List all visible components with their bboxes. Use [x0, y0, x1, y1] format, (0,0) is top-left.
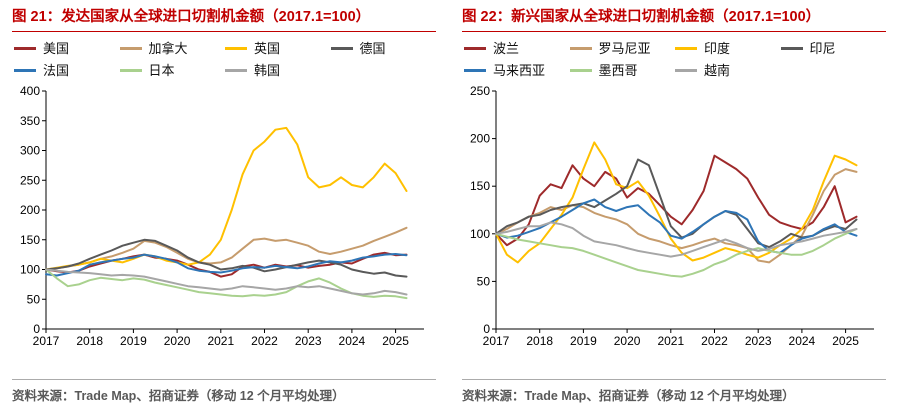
legend-label: 美国 — [43, 41, 70, 56]
legend-swatch — [675, 69, 697, 72]
svg-text:2025: 2025 — [382, 334, 409, 348]
svg-text:2025: 2025 — [832, 334, 859, 348]
legend-item: 日本 — [119, 63, 224, 78]
legend-item: 韩国 — [225, 63, 329, 78]
svg-text:200: 200 — [20, 203, 40, 217]
svg-text:2024: 2024 — [339, 334, 366, 348]
legend-label: 德国 — [359, 41, 386, 56]
legend-label: 马来西亚 — [493, 63, 546, 78]
svg-text:2021: 2021 — [657, 334, 684, 348]
legend-label: 韩国 — [254, 63, 281, 78]
legend-item: 法国 — [14, 63, 118, 78]
svg-text:150: 150 — [20, 233, 40, 247]
legend-swatch — [464, 47, 486, 50]
legend-item: 罗马尼亚 — [569, 41, 674, 56]
chart-21-panel: 图 21：发达国家从全球进口切割机金额（2017.1=100） 美国 加拿大 英国 德… — [12, 8, 436, 404]
legend-item: 越南 — [675, 63, 779, 78]
legend-label: 印度 — [704, 41, 731, 56]
legend-label: 罗马尼亚 — [598, 41, 651, 56]
legend-label: 英国 — [254, 41, 281, 56]
svg-text:400: 400 — [20, 84, 40, 98]
svg-text:2017: 2017 — [483, 334, 510, 348]
legend-swatch — [119, 47, 142, 50]
svg-text:150: 150 — [470, 179, 490, 193]
svg-text:2018: 2018 — [526, 334, 553, 348]
svg-text:200: 200 — [470, 132, 490, 146]
svg-text:2019: 2019 — [120, 334, 147, 348]
legend-label: 日本 — [148, 63, 175, 78]
svg-text:2021: 2021 — [207, 334, 234, 348]
svg-text:2019: 2019 — [570, 334, 597, 348]
legend-item: 印尼 — [780, 41, 885, 56]
chart-22-panel: 图 22：新兴国家从全球进口切割机金额（2017.1=100） 波兰 罗马尼亚 印度… — [450, 0, 900, 410]
chart-22-canvas: 0 50 100 150 200 250 2017 2018 2019 2020 2021 2022 2… — [470, 84, 874, 348]
legend-item: 马来西亚 — [464, 63, 568, 78]
svg-text:0: 0 — [483, 322, 490, 336]
legend-label: 法国 — [43, 63, 70, 78]
svg-text:350: 350 — [20, 114, 40, 128]
legend-item: 波兰 — [464, 41, 568, 56]
legend-swatch — [675, 47, 697, 50]
legend-label: 越南 — [704, 63, 731, 78]
legend-swatch — [569, 47, 592, 50]
legend-item: 美国 — [14, 41, 118, 56]
chart-21-title: 图 21：发达国家从全球进口切割机金额（2017.1=100） — [12, 8, 436, 32]
chart-22-legend: 波兰 罗马尼亚 印度 印尼马来西亚 墨西哥 越南 — [462, 32, 886, 83]
legend-label: 加拿大 — [148, 41, 188, 56]
svg-text:2022: 2022 — [701, 334, 728, 348]
chart-22-source-note: 资料来源：Trade Map、招商证券（移动 12 个月平均处理） — [462, 379, 886, 404]
legend-label: 波兰 — [493, 41, 520, 56]
legend-label: 印尼 — [809, 41, 836, 56]
svg-text:50: 50 — [477, 274, 491, 288]
legend-swatch — [330, 47, 353, 50]
svg-text:300: 300 — [20, 144, 40, 158]
legend-swatch — [225, 47, 247, 50]
chart-21-source-note: 资料来源：Trade Map、招商证券（移动 12 个月平均处理） — [12, 379, 436, 404]
legend-swatch — [464, 69, 486, 72]
svg-text:2023: 2023 — [745, 334, 772, 348]
legend-item: 墨西哥 — [569, 63, 674, 78]
svg-text:0: 0 — [33, 322, 40, 336]
legend-swatch — [780, 47, 803, 50]
chart-21-canvas: 0 50 100 150 200 250 300 350 400 2017 2018 2019 2020… — [20, 84, 424, 348]
svg-text:100: 100 — [470, 227, 490, 241]
legend-swatch — [14, 47, 36, 50]
svg-text:2024: 2024 — [789, 334, 816, 348]
chart-21-legend: 美国 加拿大 英国 德国法国 日本 韩国 — [12, 32, 436, 83]
legend-item: 加拿大 — [119, 41, 224, 56]
svg-text:2022: 2022 — [251, 334, 278, 348]
chart-22-title: 图 22：新兴国家从全球进口切割机金额（2017.1=100） — [462, 8, 886, 32]
svg-text:2020: 2020 — [614, 334, 641, 348]
legend-item: 印度 — [675, 41, 779, 56]
svg-text:2018: 2018 — [76, 334, 103, 348]
svg-text:250: 250 — [470, 84, 490, 98]
svg-text:2023: 2023 — [295, 334, 322, 348]
svg-text:250: 250 — [20, 173, 40, 187]
svg-text:100: 100 — [20, 263, 40, 277]
legend-label: 墨西哥 — [598, 63, 638, 78]
legend-item: 德国 — [330, 41, 435, 56]
legend-swatch — [119, 69, 142, 72]
legend-swatch — [569, 69, 592, 72]
svg-text:2020: 2020 — [164, 334, 191, 348]
legend-swatch — [225, 69, 247, 72]
svg-text:2017: 2017 — [33, 334, 60, 348]
svg-text:50: 50 — [27, 292, 41, 306]
legend-swatch — [14, 69, 36, 72]
legend-item: 英国 — [225, 41, 329, 56]
